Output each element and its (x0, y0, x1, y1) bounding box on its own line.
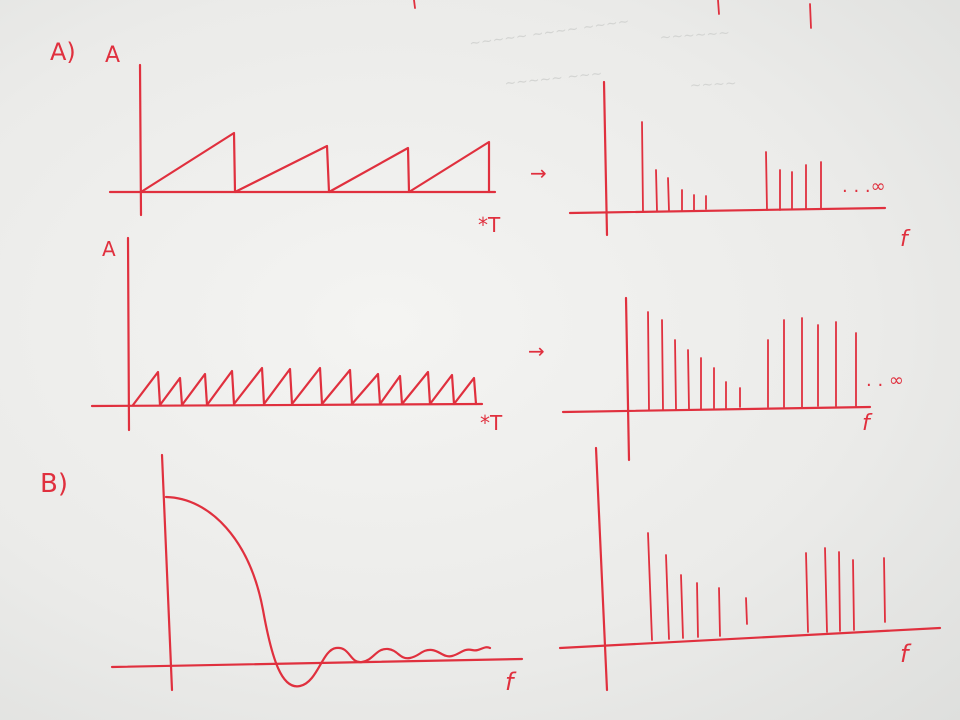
spectral-line (647, 532, 653, 641)
edge-marks (413, 0, 812, 29)
spectral-line (680, 574, 684, 639)
arrow-top: → (530, 161, 547, 185)
b-spectrum-plot: f (558, 446, 942, 692)
y-axis (126, 236, 131, 432)
spectral-line (641, 121, 644, 213)
y-axis-label: A (105, 43, 120, 68)
a-top-spectrum-plot: . . .∞ f (568, 80, 911, 252)
svg-text:~~~~~~: ~~~~~~ (659, 25, 730, 46)
a-top-signal-plot: A *T (105, 43, 501, 237)
y-axis (602, 80, 609, 237)
x-axis-label: *T (478, 213, 501, 237)
bleed-through-text: ~~~~~ ~~~~ ~~~~ ~~~~~ ~~~ ~~~~~~ ~~~~ (468, 14, 737, 94)
spectral-lines (647, 532, 886, 641)
section-a-label: A) (50, 38, 76, 66)
y-axis (594, 446, 609, 692)
spectral-line (661, 319, 664, 411)
spectral-lines (641, 121, 822, 213)
spectral-line (745, 597, 748, 625)
infinity-mark: . . .∞ (842, 176, 886, 197)
y-axis (160, 453, 174, 692)
a-bottom-spectrum-plot: . . ∞ f (561, 296, 904, 462)
arrow-bottom: → (528, 339, 545, 363)
x-axis-label: f (862, 411, 873, 436)
svg-text:~~~~~ ~~~~ ~~~~: ~~~~~ ~~~~ ~~~~ (468, 14, 630, 52)
infinity-mark: . . ∞ (866, 370, 904, 391)
spectral-line (718, 587, 721, 637)
x-axis-label: *T (480, 411, 503, 435)
x-axis-label: f (505, 668, 517, 696)
spectral-line (824, 547, 828, 633)
spectral-line (838, 551, 841, 632)
spectral-line (667, 177, 670, 212)
svg-text:~~~~: ~~~~ (689, 76, 737, 94)
svg-text:~~~~~ ~~~: ~~~~~ ~~~ (504, 66, 603, 92)
spectral-line (655, 169, 658, 212)
sawtooth-wave (131, 366, 478, 407)
spectral-line (674, 339, 677, 410)
section-b-label: B) (40, 469, 68, 499)
spectral-line (665, 554, 670, 640)
b-signal-plot: f (110, 453, 524, 696)
sawtooth-wave (139, 131, 491, 194)
x-axis-label: f (900, 227, 911, 252)
spectral-line (883, 557, 886, 623)
x-axis (90, 402, 484, 408)
spectral-line (696, 582, 699, 638)
x-axis-label: f (900, 640, 912, 668)
spectral-line (687, 349, 690, 410)
a-bottom-signal-plot: A *T (90, 236, 503, 435)
y-axis (624, 296, 631, 462)
y-axis (138, 63, 143, 217)
x-axis (110, 657, 524, 669)
y-axis-label: A (102, 237, 116, 261)
spectral-line (852, 559, 855, 631)
x-axis (561, 405, 872, 414)
spectral-line (647, 311, 650, 411)
spectral-line (765, 151, 768, 211)
decaying-pulse (164, 495, 492, 688)
spectral-line (805, 552, 809, 633)
spectral-lines (647, 311, 857, 411)
x-axis (568, 206, 887, 215)
x-axis (558, 626, 942, 650)
